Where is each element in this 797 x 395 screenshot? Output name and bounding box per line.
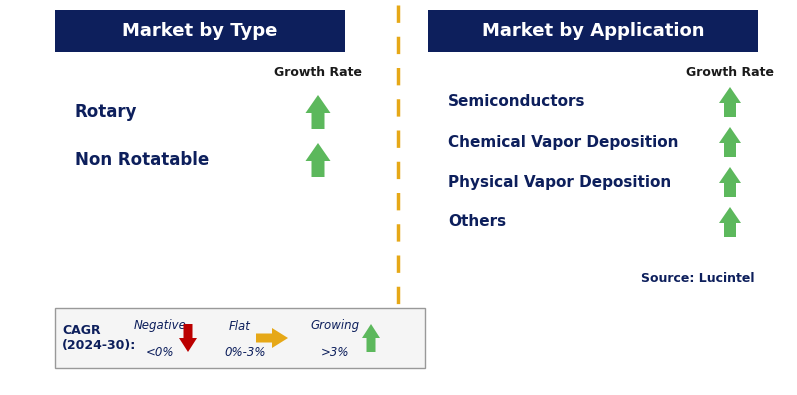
Text: Non Rotatable: Non Rotatable [75, 151, 210, 169]
Polygon shape [719, 87, 741, 117]
FancyBboxPatch shape [55, 308, 425, 368]
Polygon shape [362, 324, 380, 352]
Text: (2024-30):: (2024-30): [62, 339, 136, 352]
Text: Rotary: Rotary [75, 103, 138, 121]
Text: Growing: Growing [311, 320, 359, 333]
Text: 0%-3%: 0%-3% [224, 346, 265, 359]
Text: >3%: >3% [320, 346, 349, 359]
Polygon shape [256, 328, 288, 348]
Text: Flat: Flat [229, 320, 251, 333]
Text: <0%: <0% [146, 346, 175, 359]
Polygon shape [719, 127, 741, 157]
Text: Market by Application: Market by Application [481, 22, 705, 40]
Polygon shape [719, 207, 741, 237]
Text: Semiconductors: Semiconductors [448, 94, 586, 109]
Polygon shape [179, 324, 197, 352]
Text: Physical Vapor Deposition: Physical Vapor Deposition [448, 175, 671, 190]
Text: Growth Rate: Growth Rate [274, 66, 362, 79]
Text: Others: Others [448, 214, 506, 229]
Text: CAGR: CAGR [62, 324, 100, 337]
Text: Growth Rate: Growth Rate [686, 66, 774, 79]
FancyBboxPatch shape [428, 10, 758, 52]
Polygon shape [305, 143, 331, 177]
Text: Market by Type: Market by Type [122, 22, 277, 40]
Text: Chemical Vapor Deposition: Chemical Vapor Deposition [448, 135, 678, 149]
Text: Negative: Negative [134, 320, 186, 333]
FancyBboxPatch shape [55, 10, 345, 52]
Polygon shape [719, 167, 741, 197]
Polygon shape [305, 95, 331, 129]
Text: Source: Lucintel: Source: Lucintel [642, 271, 755, 284]
